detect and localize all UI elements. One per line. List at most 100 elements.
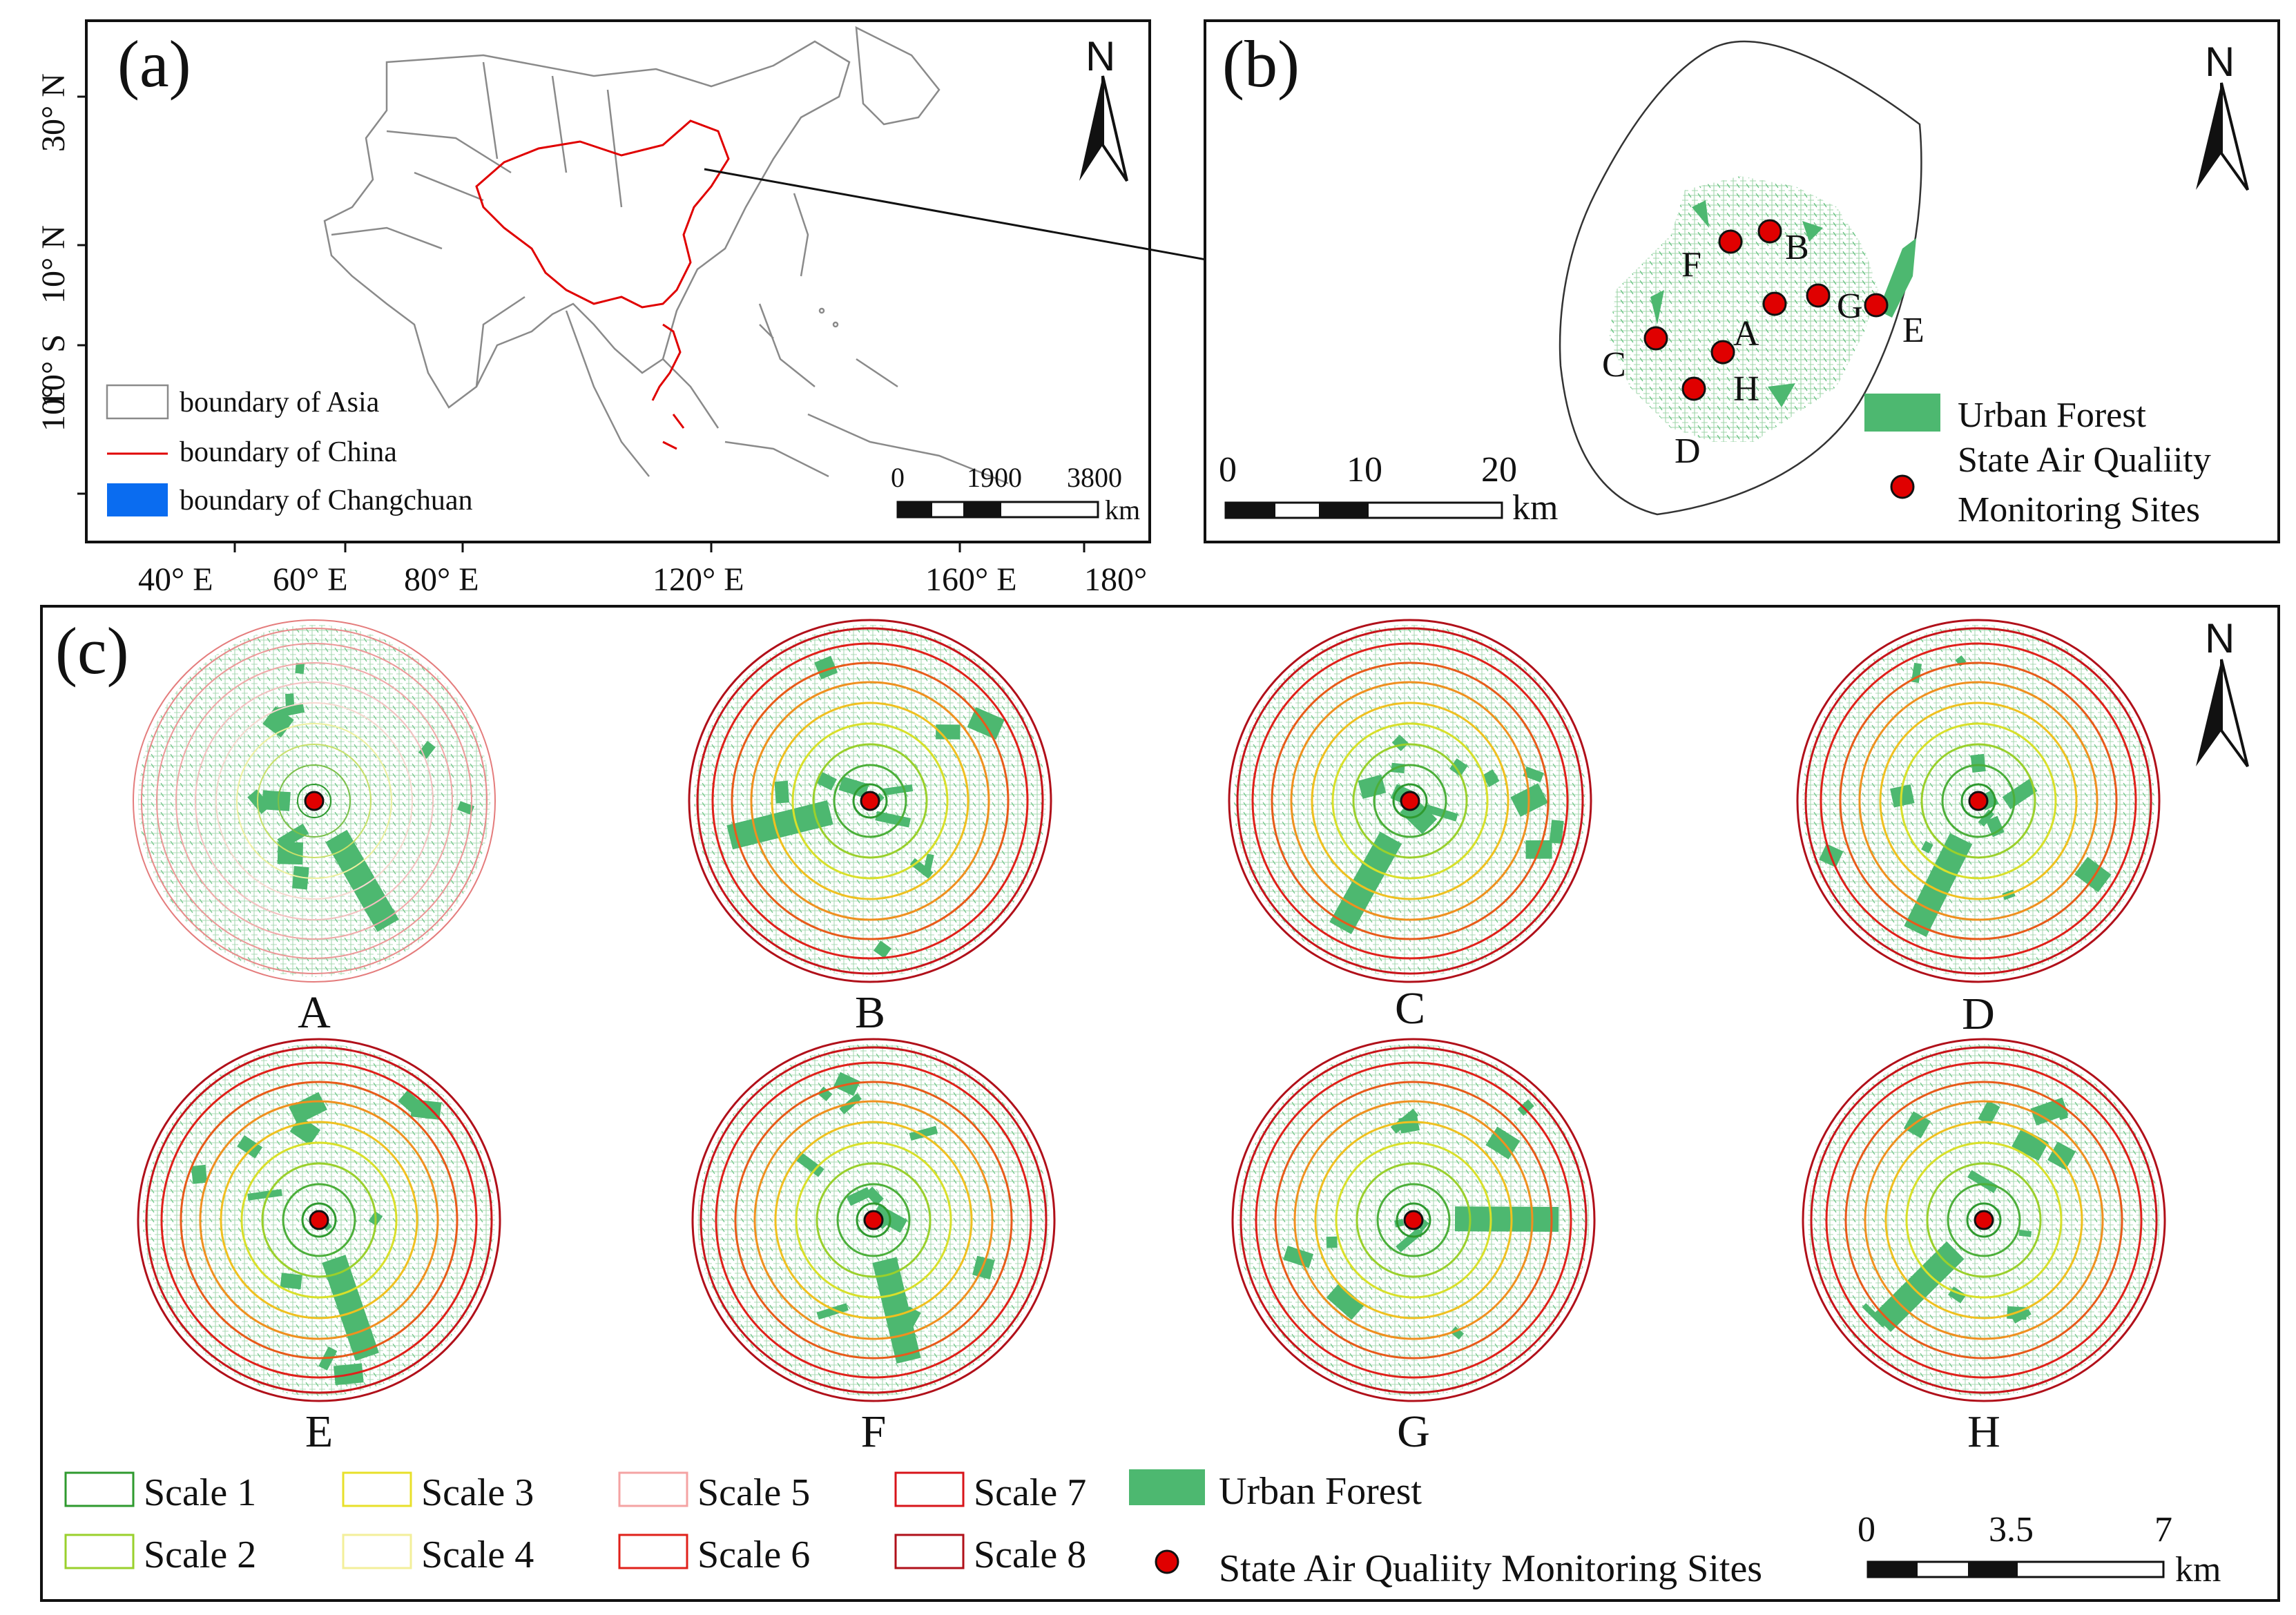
panel-c-scale-legend: Scale 1 Scale 2 Scale 3 Scale 4 Scale 5 … xyxy=(64,1471,1086,1576)
buffer-ring xyxy=(1804,627,2152,975)
buffer-ring xyxy=(1373,764,1447,838)
buffer-label-g: G xyxy=(1397,1406,1430,1457)
svg-text:20: 20 xyxy=(1481,450,1517,490)
scale-a-unit: km xyxy=(1105,494,1140,525)
buffer-ring xyxy=(1858,681,2099,921)
svg-text:N: N xyxy=(2205,615,2235,661)
buffer-ring xyxy=(1905,1141,2063,1299)
buffer-ring xyxy=(1255,1061,1572,1379)
legend-changchun-swatch xyxy=(107,483,168,516)
buffer-map-h xyxy=(1802,1038,2166,1402)
svg-text:km: km xyxy=(1512,488,1558,528)
site-label-a: A xyxy=(1733,314,1759,354)
site-marker-f xyxy=(1718,229,1743,254)
buffer-map-e xyxy=(137,1038,501,1402)
site-marker-c xyxy=(1643,326,1668,351)
buffer-ring xyxy=(1239,1046,1588,1394)
legend-forest-swatch xyxy=(1864,394,1940,432)
site-marker-d xyxy=(1681,376,1706,401)
buffer-map-a xyxy=(133,619,496,983)
buffer-ring xyxy=(771,702,969,900)
legend-site-line1: State Air Qualiity xyxy=(1958,441,2211,480)
buffer-label-h: H xyxy=(1967,1406,2000,1457)
buffer-site-marker xyxy=(1400,791,1420,811)
buffer-map-c xyxy=(1228,619,1592,983)
legend-site-line2: Monitoring Sites xyxy=(1958,490,2200,530)
buffer-ring xyxy=(688,619,1052,983)
buffer-ring xyxy=(774,1121,973,1319)
buffer-ring xyxy=(753,1100,994,1340)
buffer-ring xyxy=(1271,661,1550,940)
panel-b-sites: A B C D E F G H xyxy=(1602,219,1924,471)
buffer-ring xyxy=(195,681,434,920)
buffer-label-a: A xyxy=(298,987,331,1038)
panel-c-feature-legend: Urban Forest State Air Qualiity Monitori… xyxy=(1129,1469,1762,1590)
buffer-ring xyxy=(856,1202,891,1238)
lon-tick-3: 120° E xyxy=(653,561,744,598)
site-marker-e xyxy=(1864,293,1889,318)
legend-scale6-swatch xyxy=(618,1534,688,1569)
legend-site-swatch xyxy=(1890,474,1915,499)
site-label-d: D xyxy=(1675,432,1701,471)
legend-scale1-label: Scale 1 xyxy=(144,1471,256,1514)
lon-tick-1: 60° E xyxy=(273,561,348,598)
buffer-ring xyxy=(257,744,372,858)
buffer-label-b: B xyxy=(855,987,885,1038)
svg-text:N: N xyxy=(2205,39,2235,85)
buffer-ring xyxy=(1966,1202,2002,1238)
svg-text:km: km xyxy=(2175,1550,2221,1589)
buffer-ring xyxy=(1396,1202,1431,1238)
legend-scale8-label: Scale 8 xyxy=(974,1534,1086,1576)
legend-scale6-label: Scale 6 xyxy=(697,1534,810,1576)
buffer-site-marker xyxy=(1974,1210,1994,1230)
buffer-ring xyxy=(1251,642,1569,960)
svg-text:0: 0 xyxy=(1858,1510,1875,1549)
lat-tick-1: 10° N xyxy=(35,225,72,304)
legend-asia-label: boundary of Asia xyxy=(180,387,380,418)
legend-changchun-label: boundary of Changchuan xyxy=(180,485,473,516)
buffer-ring xyxy=(137,1038,501,1402)
buffer-label-c: C xyxy=(1395,983,1425,1034)
buffer-ring xyxy=(160,1061,478,1379)
buffer-label-f: F xyxy=(861,1406,887,1457)
buffer-ring xyxy=(836,1183,911,1257)
buffer-ring xyxy=(1228,619,1592,983)
legend-scale8-swatch xyxy=(894,1534,965,1569)
lat-axis: 30° N 10° N 10° S 10° xyxy=(35,73,86,495)
panel-a-asia-map: (a) 30° N 10° N 10° S 10° xyxy=(35,19,1554,598)
buffer-ring xyxy=(1884,1121,2083,1319)
buffer-map-d xyxy=(1796,619,2161,983)
buffer-ring xyxy=(1290,681,1530,921)
panel-b-scalebar: 0 10 20 km xyxy=(1219,450,1558,528)
buffer-ring xyxy=(812,743,928,859)
buffer-ring xyxy=(1844,1081,2123,1360)
lon-axis: 40° E 60° E 80° E 120° E 160° E 180° xyxy=(138,542,1147,598)
legend-china-label: boundary of China xyxy=(180,436,397,468)
legend-c-forest-label: Urban Forest xyxy=(1219,1470,1422,1513)
panel-a-label: (a) xyxy=(117,27,191,101)
buffer-label-d: D xyxy=(1962,989,1995,1039)
buffer-site-marker xyxy=(1403,1210,1424,1230)
legend-scale2-label: Scale 2 xyxy=(144,1534,256,1576)
buffer-ring xyxy=(301,1202,337,1238)
site-marker-g xyxy=(1806,283,1831,308)
panel-a-frame xyxy=(85,19,1151,543)
buffer-ring xyxy=(731,661,1010,940)
scale-a-1: 1900 xyxy=(967,462,1022,493)
buffer-ring xyxy=(1231,1038,1596,1402)
lon-tick-4: 160° E xyxy=(925,561,1017,598)
legend-scale3-swatch xyxy=(342,1471,412,1507)
legend-scale5-swatch xyxy=(618,1471,688,1507)
legend-scale4-label: Scale 4 xyxy=(421,1534,534,1576)
buffer-ring xyxy=(816,1162,932,1278)
buffer-ring xyxy=(734,1081,1013,1360)
buffer-ring xyxy=(1820,642,2137,960)
panel-c-buffers: (c) A B C D E F G H Scale 1 Scale 2 Scal… xyxy=(40,605,2280,1602)
svg-text:3.5: 3.5 xyxy=(1989,1510,2034,1549)
site-label-f: F xyxy=(1681,245,1701,284)
site-marker-b xyxy=(1757,219,1782,244)
buffer-ring xyxy=(1941,764,2016,838)
buffer-ring xyxy=(711,642,1029,960)
north-arrow-b: N xyxy=(2196,39,2249,191)
